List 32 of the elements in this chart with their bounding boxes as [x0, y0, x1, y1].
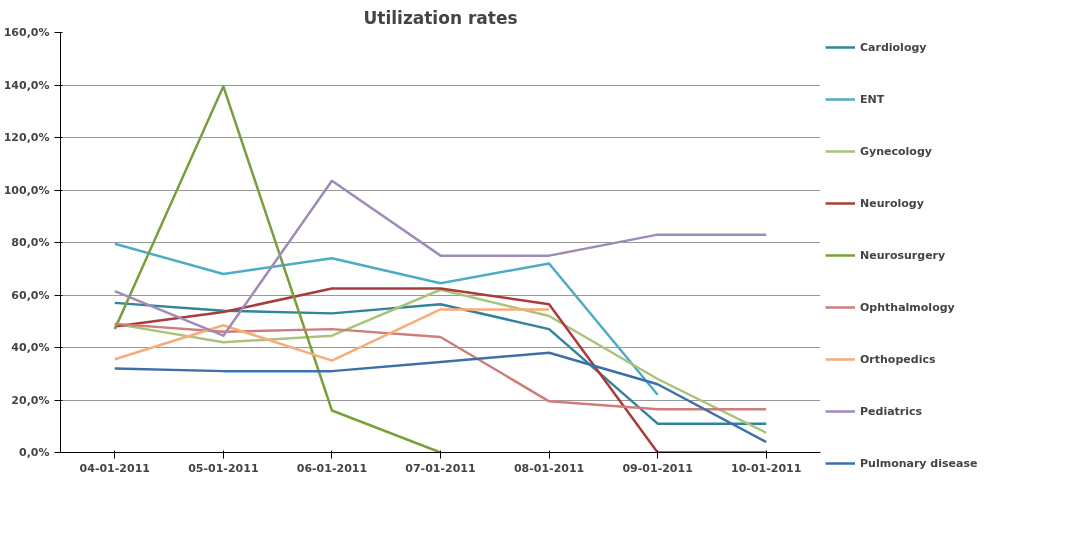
legend-label: Gynecology — [860, 144, 933, 158]
y-tick-label: 160,0% — [3, 26, 50, 39]
legend-label: Orthopedics — [860, 352, 937, 366]
x-tick-label: 09-01-2011 — [622, 461, 693, 475]
y-tick-label: 140,0% — [3, 78, 50, 92]
chart-title: Utilization rates — [363, 7, 518, 28]
y-tick-label: 40,0% — [11, 341, 50, 354]
x-tick-label: 07-01-2011 — [405, 461, 476, 475]
y-tick-label: 60,0% — [11, 288, 50, 302]
legend-label: Ophthalmology — [860, 300, 956, 314]
y-tick-label: 80,0% — [11, 236, 50, 249]
legend-label: Neurology — [860, 196, 925, 210]
line-series — [113, 179, 768, 337]
x-tick-label: 08-01-2011 — [513, 461, 585, 475]
legend-label: Pulmonary disease — [860, 456, 978, 470]
line-series — [113, 308, 551, 362]
legend-label: Pediatrics — [860, 404, 924, 418]
y-tick-label: 120,0% — [3, 131, 50, 144]
y-tick-label: 0,0% — [18, 446, 50, 459]
line-series — [113, 322, 768, 411]
x-tick-label: 04-01-2011 — [79, 461, 150, 475]
x-tick-label: 10-01-2011 — [731, 461, 802, 475]
line-series — [113, 242, 659, 396]
x-tick-label: 05-01-2011 — [188, 461, 259, 475]
line-series — [113, 85, 442, 453]
legend-label: Cardiology — [860, 40, 928, 54]
y-tick-label: 20,0% — [11, 393, 50, 407]
y-tick-label: 100,0% — [3, 183, 50, 197]
line-series — [113, 351, 768, 444]
legend-label: ENT — [860, 92, 886, 106]
x-tick-label: 06-01-2011 — [296, 461, 368, 475]
legend-label: Neurosurgery — [860, 248, 947, 262]
